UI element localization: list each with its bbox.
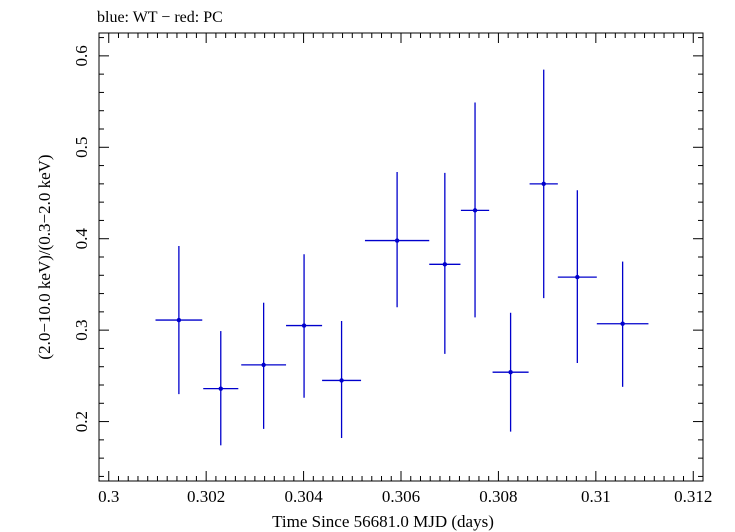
point-marker — [442, 262, 448, 267]
data-point — [529, 69, 558, 299]
point-marker — [301, 323, 307, 328]
data-point — [322, 321, 362, 439]
point-marker — [541, 181, 546, 187]
point-marker — [620, 321, 625, 326]
chart-title: blue: WT − red: PC — [97, 9, 223, 26]
point-marker — [339, 378, 344, 383]
point-marker — [472, 208, 478, 213]
data-point — [429, 172, 461, 354]
x-tick-label: 0.306 — [382, 487, 420, 506]
data-point — [492, 312, 529, 432]
point-marker — [508, 370, 513, 375]
data-point — [596, 261, 649, 387]
data-point — [286, 254, 323, 398]
y-tick-label: 0.4 — [72, 228, 91, 250]
data-point — [364, 171, 430, 308]
data-point — [155, 246, 203, 395]
x-tick-label: 0.304 — [284, 487, 323, 506]
point-marker — [575, 274, 580, 280]
x-tick-label: 0.302 — [187, 487, 225, 506]
y-tick-label: 0.3 — [72, 320, 91, 341]
point-marker — [394, 238, 400, 243]
tick-labels: 0.3 0.302 0.304 0.306 0.308 0.31 0.312 0.2 0.3 0.… — [72, 45, 712, 506]
data-point — [241, 302, 287, 429]
y-tick-label: 0.6 — [72, 45, 91, 66]
x-tick-label: 0.308 — [479, 487, 517, 506]
point-marker — [176, 317, 182, 323]
y-tick-label: 0.5 — [72, 137, 91, 158]
data-points — [155, 69, 649, 446]
axis-ticks — [98, 33, 704, 481]
x-tick-label: 0.312 — [674, 487, 712, 506]
x-tick-label: 0.3 — [98, 487, 119, 506]
data-point — [460, 102, 490, 318]
x-axis-label: Time Since 56681.0 MJD (days) — [272, 512, 494, 531]
point-marker — [218, 386, 223, 391]
y-tick-label: 0.2 — [72, 411, 91, 432]
y-axis-label: (2.0−10.0 keV)/(0.3−2.0 keV) — [35, 154, 54, 359]
plot-frame — [98, 32, 704, 482]
x-tick-label: 0.31 — [581, 487, 611, 506]
data-point — [557, 190, 597, 364]
data-point — [203, 331, 239, 446]
point-marker — [261, 362, 266, 368]
